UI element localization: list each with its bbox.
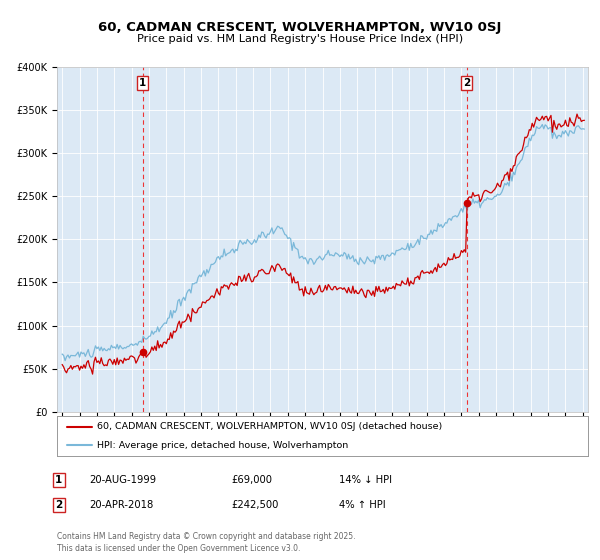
Text: 1: 1 <box>55 475 62 485</box>
Text: 1: 1 <box>139 78 146 88</box>
Text: £242,500: £242,500 <box>231 500 278 510</box>
Text: 60, CADMAN CRESCENT, WOLVERHAMPTON, WV10 0SJ (detached house): 60, CADMAN CRESCENT, WOLVERHAMPTON, WV10… <box>97 422 442 431</box>
Text: HPI: Average price, detached house, Wolverhampton: HPI: Average price, detached house, Wolv… <box>97 441 348 450</box>
Text: Contains HM Land Registry data © Crown copyright and database right 2025.
This d: Contains HM Land Registry data © Crown c… <box>57 532 355 553</box>
Text: 20-APR-2018: 20-APR-2018 <box>89 500 153 510</box>
Text: 4% ↑ HPI: 4% ↑ HPI <box>339 500 386 510</box>
Text: 14% ↓ HPI: 14% ↓ HPI <box>339 475 392 485</box>
Text: £69,000: £69,000 <box>231 475 272 485</box>
Text: Price paid vs. HM Land Registry's House Price Index (HPI): Price paid vs. HM Land Registry's House … <box>137 34 463 44</box>
Text: 60, CADMAN CRESCENT, WOLVERHAMPTON, WV10 0SJ: 60, CADMAN CRESCENT, WOLVERHAMPTON, WV10… <box>98 21 502 34</box>
Text: 20-AUG-1999: 20-AUG-1999 <box>89 475 156 485</box>
Text: 2: 2 <box>463 78 470 88</box>
Text: 2: 2 <box>55 500 62 510</box>
